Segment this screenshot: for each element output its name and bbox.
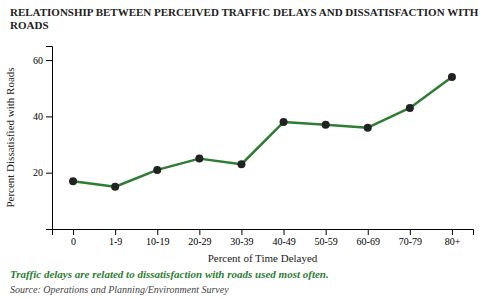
tick-label: 20-29 (188, 236, 211, 247)
series (69, 73, 456, 191)
tick-label: 1-9 (109, 236, 122, 247)
point (364, 124, 372, 132)
tick: 60-69 (357, 229, 380, 247)
title-line: RELATIONSHIP BETWEEN PERCEIVED TRAFFIC D… (10, 6, 479, 18)
tick-mark (46, 60, 52, 61)
tick-mark (241, 229, 242, 235)
tick-label: 50-59 (314, 236, 337, 247)
tick: 10-19 (146, 229, 169, 247)
tick-mark (157, 229, 158, 235)
tick: 20-29 (188, 229, 211, 247)
tick: 80+ (445, 229, 461, 247)
tick-mark (284, 229, 285, 235)
tick-label: 40-49 (272, 236, 295, 247)
tick-label: 20 (33, 167, 43, 178)
point (195, 155, 203, 163)
tick-mark (368, 229, 369, 235)
tick-mark (115, 229, 116, 235)
axis-line (53, 230, 474, 236)
tick: 40-49 (272, 229, 295, 247)
tick-mark (452, 229, 453, 235)
tick-label: 80+ (445, 236, 461, 247)
tick-mark (46, 116, 52, 117)
tick-label: 10-19 (146, 236, 169, 247)
chart: RELATIONSHIP BETWEEN PERCEIVED TRAFFIC D… (0, 0, 493, 299)
annotation: Traffic delays are related to dissatisfa… (10, 268, 329, 280)
tick: 50-59 (314, 229, 337, 247)
tick-label: 40 (33, 111, 43, 122)
tick-label: 0 (71, 236, 76, 247)
y-axis-title: Percent Dissatisfied with Roads (4, 67, 16, 207)
x-axis: 0 1-9 10-19 20-29 30-39 40-49 50-59 60-69 70-79 8… (53, 229, 474, 247)
point (322, 121, 330, 129)
y-axis: 20 40 60 (33, 47, 53, 230)
source: Source: Operations and Planning/Environm… (10, 284, 229, 295)
tick-mark (73, 229, 74, 235)
tick-label: 60-69 (357, 236, 380, 247)
title-line: ROADS (10, 19, 49, 31)
tick: 1-9 (109, 229, 122, 247)
point (69, 177, 77, 185)
tick-mark (199, 229, 200, 235)
tick-label: 60 (33, 55, 43, 66)
point (406, 104, 414, 112)
tick-mark (326, 229, 327, 235)
point (448, 73, 456, 81)
tick: 60 (33, 55, 52, 66)
tick: 70-79 (399, 229, 422, 247)
point (153, 166, 161, 174)
tick: 30-39 (230, 229, 253, 247)
tick: 0 (71, 229, 76, 247)
tick-label: 30-39 (230, 236, 253, 247)
title: RELATIONSHIP BETWEEN PERCEIVED TRAFFIC D… (10, 6, 479, 31)
plot: 0 1-9 10-19 20-29 30-39 40-49 50-59 60-69 70-79 8… (33, 47, 474, 248)
point (280, 118, 288, 126)
tick: 20 (33, 167, 52, 178)
x-axis-title: Percent of Time Delayed (208, 252, 318, 264)
axis-line (46, 47, 53, 230)
line (73, 77, 452, 187)
point (237, 160, 245, 168)
tick-label: 70-79 (399, 236, 422, 247)
tick-mark (46, 173, 52, 174)
tick-mark (410, 229, 411, 235)
point (111, 183, 119, 191)
tick: 40 (33, 111, 52, 122)
